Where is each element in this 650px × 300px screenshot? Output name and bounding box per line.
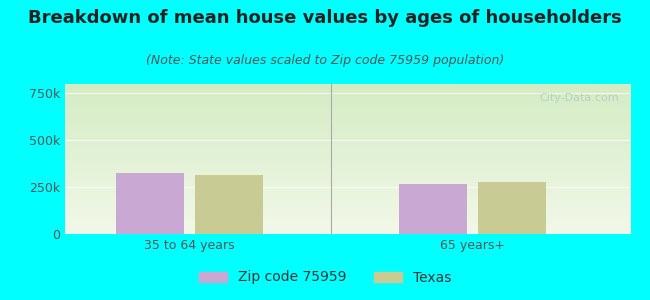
Legend: Zip code 75959, Texas: Zip code 75959, Texas <box>193 265 457 290</box>
Text: City-Data.com: City-Data.com <box>540 93 619 103</box>
Text: (Note: State values scaled to Zip code 75959 population): (Note: State values scaled to Zip code 7… <box>146 54 504 67</box>
Bar <box>478 182 545 234</box>
Text: Breakdown of mean house values by ages of householders: Breakdown of mean house values by ages o… <box>28 9 622 27</box>
Bar <box>116 173 184 234</box>
Bar <box>195 175 263 234</box>
Bar <box>398 184 467 234</box>
